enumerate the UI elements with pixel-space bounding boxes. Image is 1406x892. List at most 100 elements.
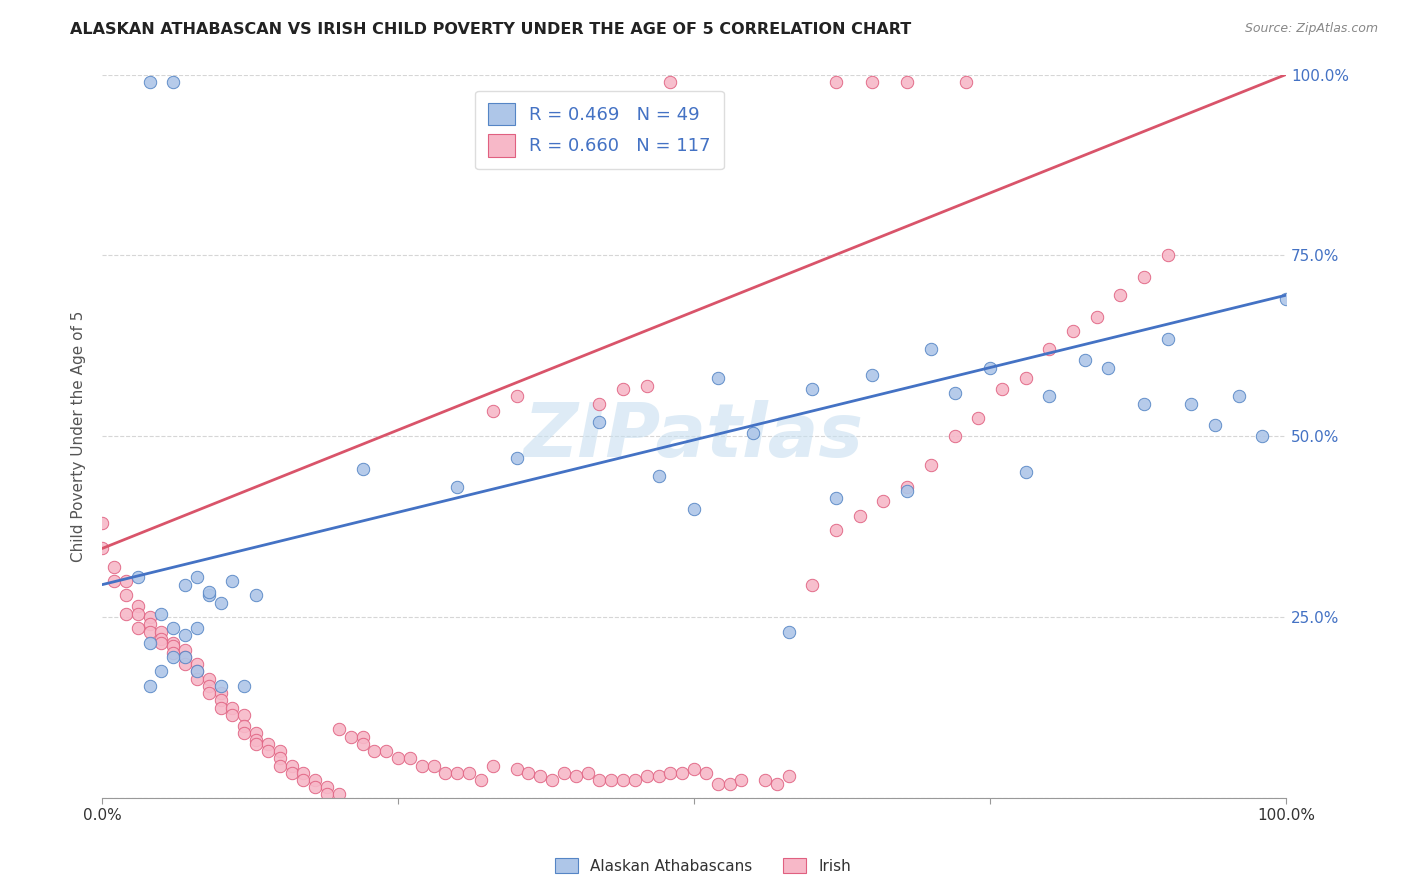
Point [174, 657, 197, 672]
Point [186, 665, 208, 679]
Point [352, 730, 374, 744]
Point [197, 672, 219, 686]
Point [316, 780, 339, 795]
Y-axis label: Child Poverty Under the Age of 5: Child Poverty Under the Age of 5 [72, 310, 86, 562]
Point [138, 610, 160, 624]
Point [186, 665, 208, 679]
Point [150, 665, 173, 679]
Point [150, 607, 173, 621]
Point [340, 730, 363, 744]
Point [292, 765, 315, 780]
Point [127, 607, 149, 621]
Point [162, 621, 184, 635]
Point [1156, 248, 1178, 262]
Point [422, 758, 444, 772]
Point [659, 75, 682, 89]
Point [280, 765, 302, 780]
Point [209, 700, 232, 714]
Point [209, 679, 232, 693]
Point [434, 765, 457, 780]
Point [588, 397, 610, 411]
Text: Source: ZipAtlas.com: Source: ZipAtlas.com [1244, 22, 1378, 36]
Point [730, 772, 752, 787]
Point [399, 751, 422, 765]
Point [955, 75, 977, 89]
Point [91, 541, 114, 556]
Point [186, 657, 208, 672]
Point [411, 758, 433, 772]
Point [517, 765, 540, 780]
Point [138, 635, 160, 649]
Point [115, 589, 138, 603]
Point [233, 679, 256, 693]
Point [197, 589, 219, 603]
Point [1097, 360, 1119, 375]
Point [695, 765, 717, 780]
Point [446, 765, 468, 780]
Point [1073, 353, 1095, 368]
Point [352, 737, 374, 751]
Point [742, 425, 765, 440]
Point [233, 719, 256, 733]
Point [470, 772, 492, 787]
Point [103, 574, 125, 588]
Point [1156, 332, 1178, 346]
Point [174, 650, 197, 665]
Point [446, 480, 468, 494]
Point [174, 577, 197, 591]
Point [186, 621, 208, 635]
Point [352, 462, 374, 476]
Point [269, 751, 291, 765]
Point [245, 733, 267, 747]
Point [967, 411, 990, 425]
Point [150, 624, 173, 639]
Point [138, 75, 160, 89]
Point [754, 772, 776, 787]
Point [127, 621, 149, 635]
Point [197, 686, 219, 700]
Point [920, 343, 942, 357]
Point [482, 404, 505, 418]
Point [718, 776, 741, 790]
Point [482, 758, 505, 772]
Point [458, 765, 481, 780]
Point [103, 559, 125, 574]
Point [706, 371, 728, 385]
Point [778, 769, 800, 783]
Point [860, 368, 883, 382]
Point [991, 382, 1014, 396]
Point [588, 415, 610, 429]
Point [221, 707, 243, 722]
Point [1014, 371, 1036, 385]
Point [209, 596, 232, 610]
Point [801, 577, 824, 591]
Point [292, 772, 315, 787]
Legend: R = 0.469   N = 49, R = 0.660   N = 117: R = 0.469 N = 49, R = 0.660 N = 117 [475, 91, 724, 169]
Point [138, 624, 160, 639]
Point [600, 772, 623, 787]
Point [233, 726, 256, 740]
Point [328, 788, 350, 802]
Point [162, 75, 184, 89]
Point [564, 769, 586, 783]
Point [138, 617, 160, 632]
Point [1204, 418, 1226, 433]
Point [209, 693, 232, 707]
Point [1014, 466, 1036, 480]
Point [612, 772, 634, 787]
Point [1275, 292, 1298, 306]
Point [387, 751, 409, 765]
Point [138, 679, 160, 693]
Point [671, 765, 693, 780]
Point [766, 776, 789, 790]
Point [245, 589, 267, 603]
Point [943, 429, 966, 443]
Point [221, 574, 243, 588]
Point [269, 758, 291, 772]
Legend: Alaskan Athabascans, Irish: Alaskan Athabascans, Irish [548, 852, 858, 880]
Point [316, 788, 339, 802]
Point [186, 672, 208, 686]
Point [162, 646, 184, 660]
Point [896, 480, 918, 494]
Point [363, 744, 385, 758]
